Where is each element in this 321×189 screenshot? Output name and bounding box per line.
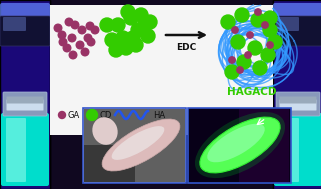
Text: CD: CD	[100, 111, 112, 119]
Ellipse shape	[207, 124, 265, 162]
Circle shape	[87, 38, 95, 46]
Circle shape	[262, 22, 268, 28]
Circle shape	[247, 32, 253, 38]
Ellipse shape	[92, 117, 118, 145]
FancyBboxPatch shape	[280, 99, 317, 111]
FancyBboxPatch shape	[276, 17, 299, 31]
Circle shape	[63, 44, 71, 52]
FancyBboxPatch shape	[1, 113, 49, 186]
Circle shape	[129, 38, 143, 52]
Circle shape	[263, 11, 277, 25]
Text: HAGACD: HAGACD	[227, 87, 277, 97]
Circle shape	[251, 13, 265, 27]
Circle shape	[134, 8, 148, 22]
Circle shape	[267, 42, 273, 48]
Circle shape	[76, 41, 84, 49]
Circle shape	[235, 8, 249, 22]
Circle shape	[121, 5, 135, 19]
FancyBboxPatch shape	[279, 118, 299, 182]
Circle shape	[136, 21, 150, 35]
Circle shape	[225, 65, 239, 79]
FancyBboxPatch shape	[0, 0, 50, 189]
FancyBboxPatch shape	[3, 92, 47, 116]
Circle shape	[109, 43, 123, 57]
Circle shape	[232, 27, 238, 33]
FancyBboxPatch shape	[273, 0, 321, 189]
Circle shape	[58, 112, 65, 119]
Circle shape	[255, 9, 261, 15]
Circle shape	[248, 41, 262, 55]
Circle shape	[105, 33, 119, 47]
Circle shape	[54, 24, 62, 32]
FancyBboxPatch shape	[6, 118, 26, 182]
Circle shape	[253, 61, 267, 75]
FancyBboxPatch shape	[50, 5, 273, 135]
Circle shape	[116, 31, 130, 45]
Text: GA: GA	[68, 111, 80, 119]
Circle shape	[126, 31, 140, 45]
Ellipse shape	[195, 112, 285, 178]
FancyBboxPatch shape	[6, 99, 44, 111]
FancyBboxPatch shape	[189, 109, 290, 182]
FancyBboxPatch shape	[84, 145, 135, 182]
FancyBboxPatch shape	[273, 16, 321, 46]
Circle shape	[263, 23, 277, 37]
Circle shape	[65, 18, 73, 26]
Circle shape	[111, 18, 125, 32]
Ellipse shape	[102, 119, 180, 171]
FancyBboxPatch shape	[0, 16, 50, 46]
Circle shape	[84, 34, 92, 42]
Circle shape	[59, 38, 67, 46]
Circle shape	[268, 35, 282, 49]
Circle shape	[237, 55, 251, 69]
FancyBboxPatch shape	[188, 108, 291, 183]
Circle shape	[81, 48, 89, 56]
Circle shape	[141, 29, 155, 43]
Text: HA: HA	[153, 111, 165, 119]
Circle shape	[71, 21, 79, 29]
FancyBboxPatch shape	[84, 109, 185, 182]
Circle shape	[261, 48, 275, 62]
Circle shape	[68, 34, 76, 42]
Circle shape	[86, 22, 94, 30]
FancyBboxPatch shape	[273, 0, 321, 189]
Circle shape	[100, 18, 114, 32]
FancyBboxPatch shape	[6, 97, 44, 104]
Circle shape	[229, 57, 235, 63]
Circle shape	[237, 67, 243, 73]
FancyBboxPatch shape	[273, 3, 321, 37]
Circle shape	[143, 15, 157, 29]
Ellipse shape	[112, 126, 164, 160]
Circle shape	[119, 41, 133, 55]
Ellipse shape	[200, 117, 280, 173]
FancyBboxPatch shape	[274, 113, 321, 186]
Circle shape	[91, 26, 99, 34]
FancyBboxPatch shape	[3, 17, 26, 31]
Circle shape	[124, 11, 138, 25]
FancyBboxPatch shape	[0, 3, 50, 37]
FancyBboxPatch shape	[239, 109, 289, 182]
FancyBboxPatch shape	[276, 92, 320, 116]
FancyBboxPatch shape	[280, 97, 317, 104]
Circle shape	[78, 26, 86, 34]
Circle shape	[231, 35, 245, 49]
Circle shape	[131, 23, 145, 37]
Circle shape	[86, 109, 98, 121]
Circle shape	[69, 51, 77, 59]
Circle shape	[221, 15, 235, 29]
Circle shape	[58, 31, 66, 39]
Circle shape	[245, 52, 251, 58]
FancyBboxPatch shape	[83, 108, 186, 183]
Text: EDC: EDC	[176, 43, 196, 53]
FancyBboxPatch shape	[0, 0, 50, 189]
